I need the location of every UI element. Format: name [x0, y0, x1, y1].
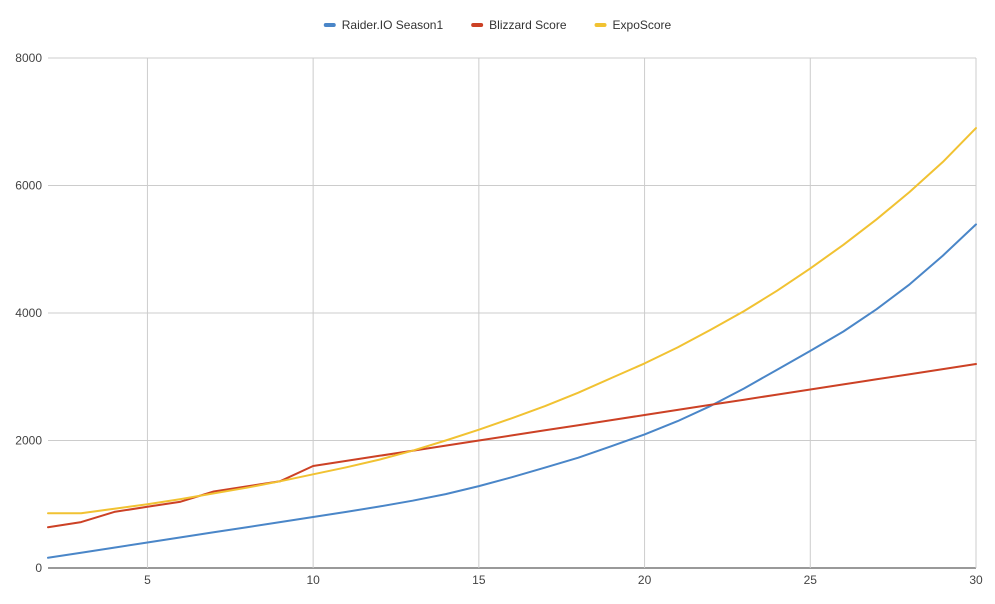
legend-item-2: ExpoScore	[594, 18, 672, 32]
legend-swatch	[471, 23, 484, 27]
series-line-1	[47, 363, 977, 529]
legend-item-1: Blizzard Score	[471, 18, 567, 32]
legend-swatch	[323, 23, 336, 27]
legend-item-0: Raider.IO Season1	[323, 18, 444, 32]
legend-label: Blizzard Score	[489, 18, 567, 32]
x-tick-label: 30	[969, 573, 983, 587]
legend-label: Raider.IO Season1	[342, 18, 444, 32]
series-lines	[47, 127, 977, 559]
y-tick-label: 8000	[15, 51, 42, 65]
x-tick-label: 25	[804, 573, 818, 587]
x-tick-label: 10	[306, 573, 320, 587]
y-tick-label: 2000	[15, 434, 42, 448]
x-tick-label: 5	[144, 573, 151, 587]
gridlines	[48, 57, 977, 569]
x-tick-label: 15	[472, 573, 486, 587]
legend-label: ExpoScore	[613, 18, 672, 32]
series-line-0	[47, 223, 977, 559]
y-axis-tick-labels: 0 2000 4000 6000 8000	[15, 51, 42, 575]
y-tick-label: 6000	[15, 179, 42, 193]
x-axis-tick-labels: 5 10 15 20 25 30	[144, 573, 983, 587]
y-tick-label: 0	[35, 561, 42, 575]
x-tick-label: 20	[638, 573, 652, 587]
series-line-2	[47, 127, 977, 515]
legend: Raider.IO Season1 Blizzard Score ExpoScore	[323, 18, 672, 32]
y-tick-label: 4000	[15, 306, 42, 320]
legend-swatch	[594, 23, 607, 27]
